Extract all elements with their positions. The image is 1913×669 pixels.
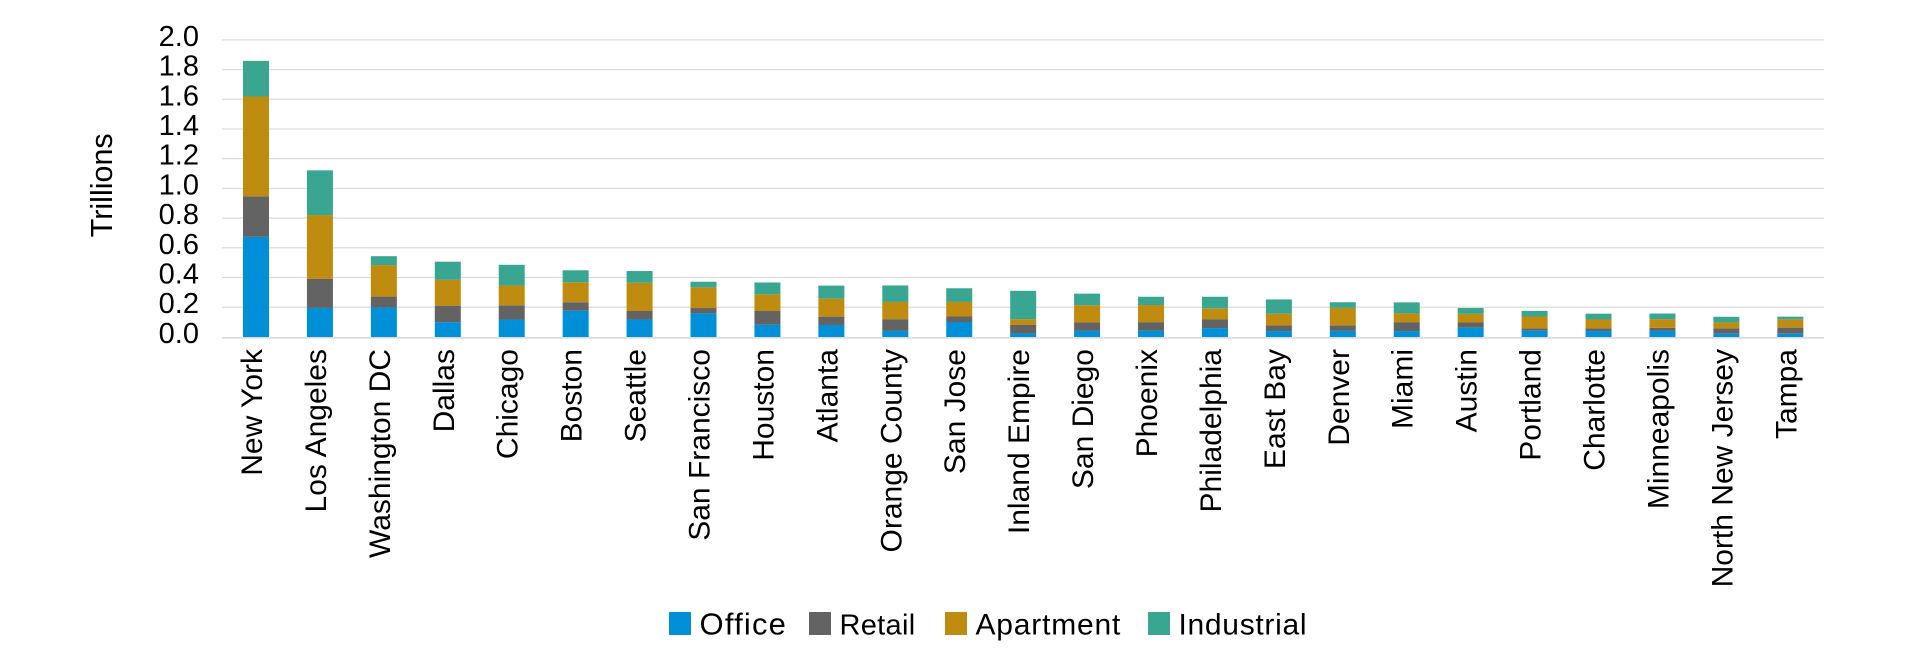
- svg-text:North New Jersey: North New Jersey: [1706, 349, 1739, 587]
- svg-text:0.2: 0.2: [159, 288, 199, 320]
- svg-text:1.4: 1.4: [159, 110, 199, 142]
- svg-text:Dallas: Dallas: [428, 349, 461, 432]
- svg-text:Inland Empire: Inland Empire: [1003, 349, 1036, 534]
- svg-text:Office: Office: [700, 606, 788, 641]
- svg-text:San Francisco: San Francisco: [684, 349, 717, 541]
- svg-text:Boston: Boston: [556, 349, 589, 442]
- svg-text:Austin: Austin: [1451, 349, 1484, 432]
- svg-text:0.4: 0.4: [159, 259, 199, 291]
- svg-text:Phoenix: Phoenix: [1131, 349, 1164, 457]
- svg-text:1.6: 1.6: [159, 80, 199, 112]
- svg-text:Industrial: Industrial: [1179, 608, 1308, 641]
- svg-text:2.0: 2.0: [159, 21, 199, 53]
- svg-text:Denver: Denver: [1323, 349, 1356, 446]
- svg-text:Seattle: Seattle: [620, 349, 653, 442]
- svg-text:0.0: 0.0: [159, 318, 199, 350]
- svg-text:Apartment: Apartment: [976, 608, 1122, 641]
- svg-text:East Bay: East Bay: [1259, 349, 1292, 469]
- svg-text:1.2: 1.2: [159, 140, 199, 172]
- svg-text:Philadelphia: Philadelphia: [1195, 349, 1228, 513]
- svg-text:1.0: 1.0: [159, 169, 199, 201]
- svg-text:San Jose: San Jose: [939, 349, 972, 474]
- svg-text:Washington DC: Washington DC: [364, 349, 397, 558]
- svg-text:Orange County: Orange County: [875, 349, 908, 552]
- svg-text:San Diego: San Diego: [1067, 349, 1100, 489]
- svg-text:1.8: 1.8: [159, 51, 199, 83]
- svg-text:0.6: 0.6: [159, 229, 199, 261]
- svg-text:Minneapolis: Minneapolis: [1642, 349, 1675, 509]
- svg-text:0.8: 0.8: [159, 199, 199, 231]
- svg-text:Charlotte: Charlotte: [1579, 349, 1612, 471]
- svg-text:Houston: Houston: [747, 349, 780, 461]
- svg-text:New York: New York: [236, 348, 269, 476]
- svg-text:Miami: Miami: [1387, 349, 1420, 429]
- svg-text:Portland: Portland: [1515, 349, 1548, 461]
- svg-text:Retail: Retail: [840, 609, 916, 641]
- svg-text:Trillions: Trillions: [85, 133, 119, 237]
- svg-text:Atlanta: Atlanta: [811, 349, 844, 443]
- svg-text:Chicago: Chicago: [492, 349, 525, 459]
- svg-text:Tampa: Tampa: [1770, 349, 1803, 439]
- svg-text:Los Angeles: Los Angeles: [300, 349, 333, 512]
